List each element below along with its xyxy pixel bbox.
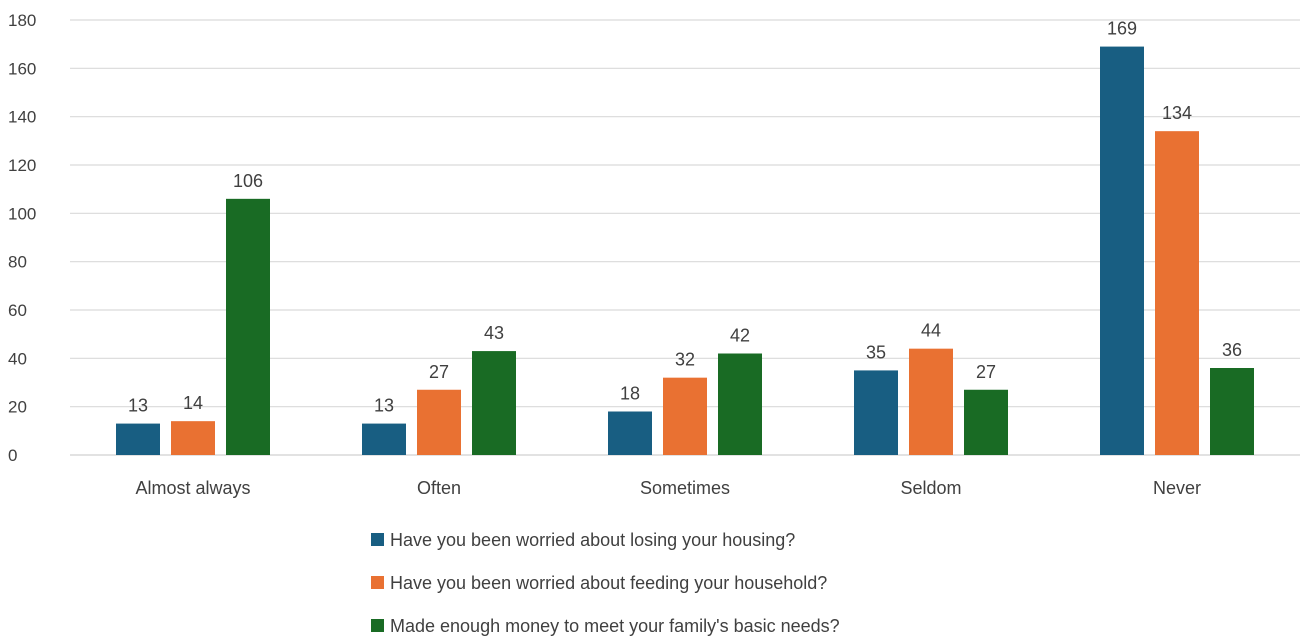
legend-swatch: [371, 576, 384, 589]
category-label: Often: [417, 478, 461, 498]
bar: [1155, 131, 1199, 455]
y-tick-label: 20: [8, 398, 27, 417]
y-tick-label: 0: [8, 446, 17, 465]
bar: [1210, 368, 1254, 455]
bar: [854, 370, 898, 455]
legend-swatch: [371, 533, 384, 546]
y-tick-label: 140: [8, 108, 36, 127]
y-tick-label: 180: [8, 11, 36, 30]
data-label: 42: [730, 326, 750, 346]
data-label: 32: [675, 350, 695, 370]
legend-label: Have you been worried about losing your …: [390, 530, 795, 550]
data-label: 106: [233, 171, 263, 191]
data-label: 13: [128, 396, 148, 416]
category-labels: Almost always Often Sometimes Seldom Never: [135, 478, 1201, 498]
bar: [417, 389, 461, 455]
bar: [362, 423, 406, 455]
bar: [718, 353, 762, 455]
legend-item: Made enough money to meet your family's …: [371, 616, 840, 636]
bar: [608, 411, 652, 455]
data-label: 134: [1162, 103, 1192, 123]
legend-item: Have you been worried about losing your …: [371, 530, 795, 550]
bar: [116, 423, 160, 455]
bar: [663, 377, 707, 455]
gridlines: [70, 19, 1300, 456]
y-tick-label: 80: [8, 253, 27, 272]
y-tick-label: 160: [8, 59, 36, 78]
legend-label: Made enough money to meet your family's …: [390, 616, 840, 636]
data-labels: 13 14 106 13 27 43 18 32 42 35 44 27 169 134 36: [128, 19, 1242, 416]
data-label: 43: [484, 323, 504, 343]
y-tick-label: 60: [8, 301, 27, 320]
legend-swatch: [371, 619, 384, 632]
y-axis-tick-labels: 0 20 40 60 80 100 120 140 160 180: [8, 11, 36, 465]
legend-item: Have you been worried about feeding your…: [371, 573, 827, 593]
category-label: Almost always: [135, 478, 250, 498]
bar: [226, 198, 270, 456]
data-label: 44: [921, 321, 941, 341]
bar: [909, 348, 953, 455]
y-tick-label: 120: [8, 156, 36, 175]
data-label: 36: [1222, 340, 1242, 360]
bar: [472, 351, 516, 455]
category-label: Never: [1153, 478, 1201, 498]
data-label: 27: [429, 362, 449, 382]
bar: [171, 421, 215, 455]
bar: [1100, 46, 1144, 455]
legend-label: Have you been worried about feeding your…: [390, 573, 827, 593]
legend: Have you been worried about losing your …: [371, 530, 840, 636]
data-label: 18: [620, 384, 640, 404]
bars: [116, 46, 1254, 456]
data-label: 27: [976, 362, 996, 382]
category-label: Sometimes: [640, 478, 730, 498]
y-tick-label: 40: [8, 349, 27, 368]
y-tick-label: 100: [8, 204, 36, 223]
data-label: 14: [183, 393, 203, 413]
category-label: Seldom: [900, 478, 961, 498]
data-label: 35: [866, 342, 886, 362]
bar: [964, 389, 1008, 455]
data-label: 13: [374, 396, 394, 416]
data-label: 169: [1107, 19, 1137, 39]
